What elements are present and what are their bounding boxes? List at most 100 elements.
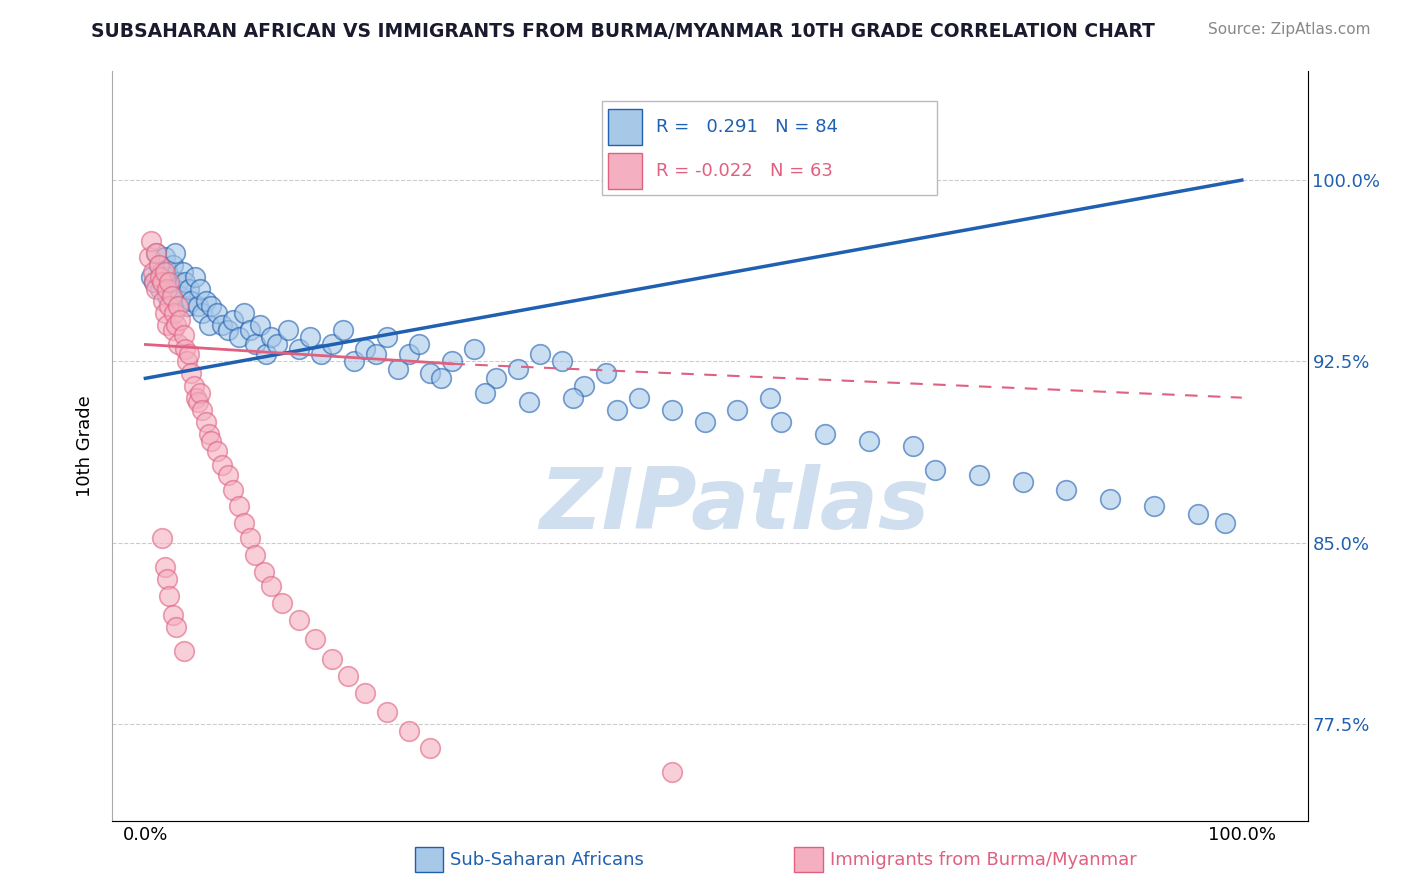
- Point: [1143, 500, 1166, 514]
- Point: [233, 306, 256, 320]
- Point: [198, 426, 221, 441]
- Point: [167, 299, 190, 313]
- Point: [173, 327, 195, 342]
- Point: [332, 323, 354, 337]
- Point: [163, 245, 186, 260]
- Point: [430, 371, 453, 385]
- Point: [200, 434, 222, 449]
- Point: [139, 234, 162, 248]
- Point: [858, 434, 880, 449]
- Point: [148, 258, 170, 272]
- Point: [150, 531, 173, 545]
- Point: [419, 367, 441, 381]
- Point: [408, 337, 430, 351]
- Point: [180, 293, 202, 308]
- Point: [211, 458, 233, 473]
- Point: [238, 531, 260, 545]
- Point: [176, 299, 198, 313]
- Point: [343, 354, 366, 368]
- Point: [159, 299, 181, 313]
- Point: [228, 500, 250, 514]
- Point: [228, 330, 250, 344]
- Point: [187, 395, 209, 409]
- Point: [814, 426, 837, 441]
- Point: [508, 361, 530, 376]
- Point: [321, 651, 343, 665]
- FancyBboxPatch shape: [609, 153, 643, 189]
- Point: [143, 275, 166, 289]
- Point: [205, 306, 228, 320]
- Point: [162, 258, 184, 272]
- Point: [169, 313, 191, 327]
- Point: [233, 516, 256, 531]
- Point: [183, 378, 205, 392]
- Point: [176, 354, 198, 368]
- Point: [967, 468, 990, 483]
- Point: [217, 468, 239, 483]
- Point: [153, 306, 176, 320]
- Point: [595, 367, 617, 381]
- Point: [156, 572, 179, 586]
- Point: [149, 269, 172, 284]
- Point: [142, 265, 165, 279]
- Point: [173, 644, 195, 658]
- Point: [419, 741, 441, 756]
- Point: [153, 251, 176, 265]
- Point: [165, 318, 187, 333]
- Point: [156, 318, 179, 333]
- Point: [254, 347, 277, 361]
- Point: [1054, 483, 1077, 497]
- Point: [260, 330, 283, 344]
- Point: [153, 265, 176, 279]
- Point: [152, 293, 174, 308]
- Point: [375, 705, 398, 719]
- Point: [243, 337, 266, 351]
- Point: [253, 565, 276, 579]
- Point: [770, 415, 793, 429]
- Point: [562, 391, 585, 405]
- Point: [222, 483, 245, 497]
- Point: [180, 367, 202, 381]
- FancyBboxPatch shape: [609, 109, 643, 145]
- Point: [191, 402, 214, 417]
- Point: [145, 245, 167, 260]
- Point: [364, 347, 387, 361]
- Point: [162, 608, 184, 623]
- Point: [159, 282, 181, 296]
- Point: [143, 275, 166, 289]
- Point: [337, 668, 360, 682]
- Y-axis label: 10th Grade: 10th Grade: [76, 395, 94, 497]
- Point: [661, 402, 683, 417]
- Point: [200, 299, 222, 313]
- Point: [217, 323, 239, 337]
- Point: [159, 275, 181, 289]
- Point: [153, 559, 176, 574]
- Point: [529, 347, 551, 361]
- Point: [387, 361, 409, 376]
- Point: [159, 269, 181, 284]
- Point: [173, 343, 195, 357]
- Point: [517, 395, 540, 409]
- Point: [198, 318, 221, 333]
- Point: [298, 330, 321, 344]
- Text: R =   0.291   N = 84: R = 0.291 N = 84: [657, 118, 838, 136]
- Point: [627, 391, 650, 405]
- Point: [551, 354, 574, 368]
- Point: [309, 347, 332, 361]
- Point: [243, 548, 266, 562]
- Point: [184, 391, 207, 405]
- Point: [1099, 492, 1122, 507]
- Text: Source: ZipAtlas.com: Source: ZipAtlas.com: [1208, 22, 1371, 37]
- Point: [249, 318, 271, 333]
- Point: [693, 415, 716, 429]
- Point: [398, 347, 420, 361]
- Point: [474, 385, 496, 400]
- Point: [271, 596, 294, 610]
- Point: [266, 337, 288, 351]
- Point: [375, 330, 398, 344]
- Point: [353, 343, 375, 357]
- Point: [145, 282, 167, 296]
- Text: R = -0.022   N = 63: R = -0.022 N = 63: [657, 162, 834, 180]
- Point: [661, 765, 683, 780]
- Point: [277, 323, 299, 337]
